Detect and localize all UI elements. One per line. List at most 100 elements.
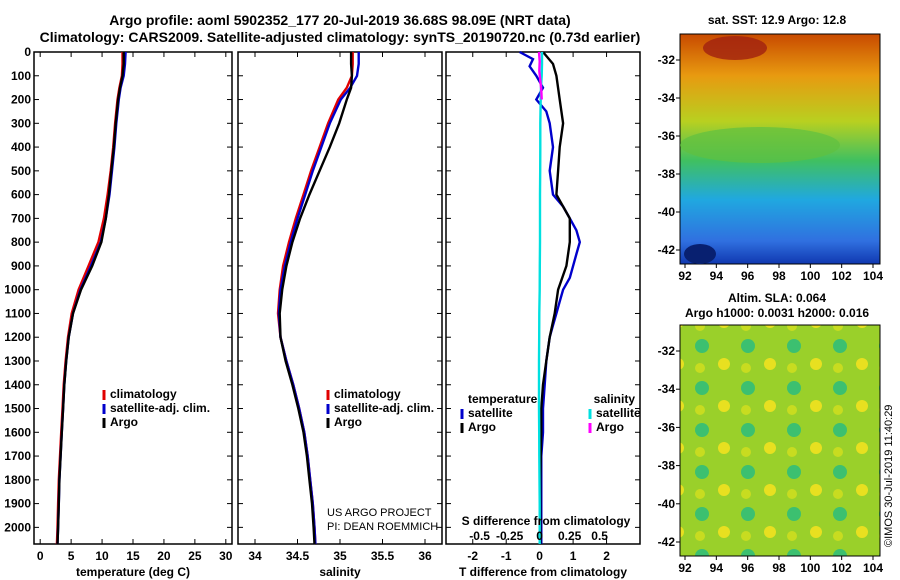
y-tick-label: 900 bbox=[11, 259, 31, 273]
legend-label: satellite-adj. clim. bbox=[110, 401, 210, 415]
map-lon-label: 94 bbox=[710, 561, 724, 575]
y-tick-label: 1800 bbox=[4, 473, 31, 487]
legend-label: satellite bbox=[596, 406, 641, 420]
y-tick-label: 2000 bbox=[4, 520, 31, 534]
map-lon-label: 100 bbox=[800, 561, 820, 575]
map-lon-label: 96 bbox=[741, 561, 755, 575]
x-tick-label: 34 bbox=[248, 549, 262, 563]
x-tick-label: 34.5 bbox=[286, 549, 310, 563]
y-tick-label: 1100 bbox=[5, 306, 31, 320]
x-tick-label: 20 bbox=[157, 549, 171, 563]
y-tick-label: 300 bbox=[11, 116, 31, 130]
legend-label: climatology bbox=[334, 387, 401, 401]
series-line-argo bbox=[278, 52, 354, 545]
map-lon-label: 104 bbox=[863, 269, 883, 283]
y-tick-label: 1200 bbox=[4, 330, 31, 344]
s-diff-tick-label: -0.25 bbox=[496, 529, 524, 543]
sst-map: sat. SST: 12.9 Argo: 12.8 -32 -34 -36 -38 -4… bbox=[658, 13, 884, 283]
y-tick-label: 1700 bbox=[4, 449, 31, 463]
x-tick-label: 5 bbox=[68, 549, 75, 563]
map-lon-label: 92 bbox=[678, 561, 692, 575]
legend-label: Argo bbox=[468, 420, 496, 434]
x-axis-label: T difference from climatology bbox=[459, 565, 627, 579]
y-tick-label: 600 bbox=[11, 188, 31, 202]
map-lat-label: -36 bbox=[658, 129, 676, 143]
pi-annotation: PI: DEAN ROEMMICH bbox=[327, 521, 438, 533]
map-lat-label: -42 bbox=[658, 535, 676, 549]
x-tick-label: 30 bbox=[219, 549, 233, 563]
x-tick-label: 35.5 bbox=[371, 549, 395, 563]
x-tick-label: 0 bbox=[536, 549, 543, 563]
map-lat-label: -38 bbox=[658, 167, 676, 181]
y-tick-label: 1600 bbox=[4, 425, 31, 439]
legend-label: satellite bbox=[468, 406, 513, 420]
legend-temperature-heading: temperature bbox=[468, 392, 538, 406]
legend-salinity-heading: salinity bbox=[594, 392, 636, 406]
legend-label: Argo bbox=[334, 415, 362, 429]
y-tick-label: 800 bbox=[11, 235, 31, 249]
x-tick-label: 15 bbox=[126, 549, 140, 563]
map-lat-label: -34 bbox=[658, 91, 676, 105]
sla-map-title-1: Altim. SLA: 0.064 bbox=[728, 291, 826, 305]
profile-panels: 0100200300400500600700800900100011001200… bbox=[4, 45, 641, 579]
sst-map-title: sat. SST: 12.9 Argo: 12.8 bbox=[708, 13, 847, 27]
map-lon-label: 104 bbox=[863, 561, 883, 575]
sla-map-image bbox=[679, 324, 881, 557]
map-lat-label: -40 bbox=[658, 497, 676, 511]
map-lon-label: 94 bbox=[710, 269, 724, 283]
map-lat-label: -32 bbox=[658, 53, 676, 67]
legend-label: climatology bbox=[110, 387, 177, 401]
map-lat-label: -36 bbox=[658, 420, 676, 434]
y-tick-label: 1500 bbox=[4, 402, 31, 416]
sst-green-patch bbox=[680, 127, 840, 163]
panel-frame bbox=[445, 51, 641, 545]
x-tick-label: 2 bbox=[603, 549, 610, 563]
x-tick-label: 36 bbox=[418, 549, 432, 563]
series-line-argo bbox=[56, 52, 125, 545]
x-tick-label: 25 bbox=[188, 549, 202, 563]
x-tick-label: 10 bbox=[95, 549, 109, 563]
map-lat-label: -38 bbox=[658, 459, 676, 473]
s-diff-tick-label: 0 bbox=[536, 529, 543, 543]
map-lon-label: 102 bbox=[832, 561, 852, 575]
map-lon-label: 102 bbox=[832, 269, 852, 283]
sla-map-title-2: Argo h1000: 0.0031 h2000: 0.016 bbox=[685, 306, 869, 320]
y-tick-label: 1400 bbox=[4, 378, 31, 392]
legend-label: satellite-adj. clim. bbox=[334, 401, 434, 415]
map-lat-label: -40 bbox=[658, 205, 676, 219]
panel-frame bbox=[237, 51, 443, 545]
y-tick-label: 500 bbox=[11, 164, 31, 178]
y-tick-label: 1900 bbox=[4, 497, 31, 511]
title-line-2: Climatology: CARS2009. Satellite-adjuste… bbox=[40, 29, 641, 45]
s-diff-tick-label: 0.25 bbox=[558, 529, 582, 543]
x-tick-label: -1 bbox=[501, 549, 512, 563]
panel-1: 0100200300400500600700800900100011001200… bbox=[4, 45, 233, 579]
y-tick-label: 700 bbox=[11, 211, 31, 225]
x-tick-label: 1 bbox=[570, 549, 577, 563]
title-line-1: Argo profile: aoml 5902352_177 20-Jul-20… bbox=[109, 12, 570, 28]
panel-2: 34 34.5 35 35.5 36 salinity climatologysatelli… bbox=[237, 51, 443, 579]
panel-3: -2 -1 0 1 2 T difference from climatology temp… bbox=[445, 50, 641, 579]
x-axis-label: salinity bbox=[319, 565, 361, 579]
sst-cold-patch bbox=[684, 244, 716, 264]
map-lon-label: 98 bbox=[772, 561, 786, 575]
map-lat-label: -32 bbox=[658, 344, 676, 358]
x-tick-label: 0 bbox=[37, 549, 44, 563]
sst-warm-patch bbox=[703, 36, 767, 60]
sla-map: Altim. SLA: 0.064 Argo h1000: 0.0031 h20… bbox=[658, 291, 884, 575]
y-tick-label: 1000 bbox=[4, 283, 31, 297]
map-lat-label: -34 bbox=[658, 382, 676, 396]
y-tick-label: 0 bbox=[24, 45, 31, 59]
x-tick-label: -2 bbox=[467, 549, 478, 563]
y-tick-label: 1300 bbox=[4, 354, 31, 368]
map-lon-label: 92 bbox=[678, 269, 692, 283]
x-axis-label: temperature (deg C) bbox=[76, 565, 190, 579]
series-line-t-satellite bbox=[519, 50, 582, 544]
legend-label: Argo bbox=[596, 420, 624, 434]
map-lon-label: 100 bbox=[800, 269, 820, 283]
x-tick-label: 35 bbox=[333, 549, 347, 563]
s-diff-axis-label: S difference from climatology bbox=[462, 514, 631, 528]
y-tick-label: 100 bbox=[11, 69, 31, 83]
panel-frame bbox=[33, 51, 233, 545]
